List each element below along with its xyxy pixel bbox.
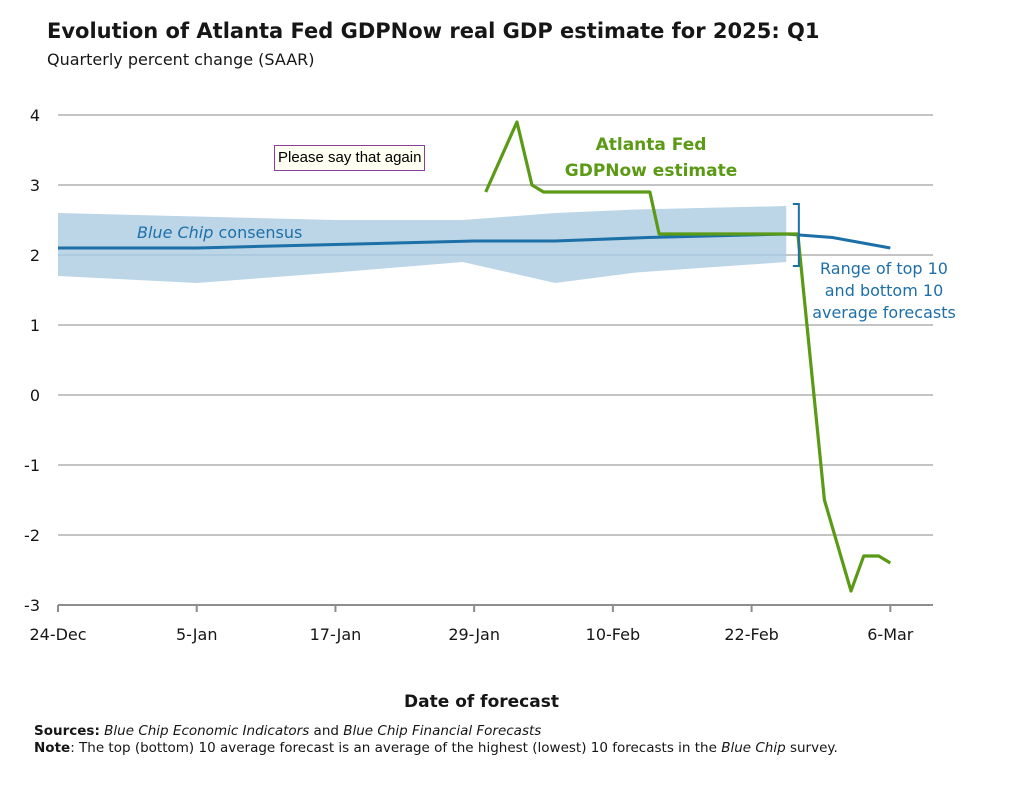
note-text-1: : The top (bottom) 10 average forecast i… (70, 740, 722, 756)
sources-source2: Blue Chip Financial Forecasts (343, 723, 542, 739)
range-band-layer (58, 206, 787, 283)
y-tick-label: -1 (24, 456, 40, 475)
gdpnow-label-line: GDPNow estimate (565, 161, 738, 181)
x-tick-label: 24-Dec (29, 625, 86, 644)
x-tick-label: 10-Feb (586, 625, 640, 644)
range-bracket (792, 203, 800, 267)
y-tick-label: -2 (24, 526, 40, 545)
note-text-2: survey. (785, 740, 838, 756)
y-tick-label: 2 (30, 246, 40, 265)
y-tick-label: 0 (30, 386, 40, 405)
x-tick-label: 22-Feb (724, 625, 778, 644)
y-tick-label: 1 (30, 316, 40, 335)
note-label: Note (34, 740, 71, 756)
y-tick-label: 3 (30, 176, 40, 195)
x-tick-label: 6-Mar (867, 625, 914, 644)
consensus-line (58, 232, 891, 250)
y-tick-label: -3 (24, 596, 40, 615)
gdpnow-line (484, 120, 892, 593)
note-italic: Blue Chip (721, 740, 786, 756)
consensus-label: Blue Chip consensus (137, 223, 302, 242)
sources-line: Sources: Blue Chip Economic Indicators a… (34, 723, 874, 740)
chart-title: Evolution of Atlanta Fed GDPNow real GDP… (47, 19, 820, 43)
x-axis-title: Date of forecast (404, 692, 559, 712)
annotation-layer: Atlanta Fed GDPNow estimate Blue Chip cons… (137, 135, 956, 322)
range-label-line: average forecasts (812, 303, 956, 322)
gdpnow-label-line: Atlanta Fed (596, 135, 707, 155)
consensus-label-italic: Blue Chip (137, 223, 213, 242)
chart-subtitle: Quarterly percent change (SAAR) (47, 50, 315, 69)
note-line: Note: The top (bottom) 10 average foreca… (34, 740, 874, 757)
x-tick-label: 29-Jan (448, 625, 500, 644)
x-tick-label: 17-Jan (310, 625, 362, 644)
grid-layer (58, 114, 933, 536)
sources-source1: Blue Chip Economic Indicators (104, 723, 310, 739)
chart-notes: Sources: Blue Chip Economic Indicators a… (34, 723, 874, 757)
range-label-line: Range of top 10 (820, 259, 948, 278)
y-tick-label: 4 (30, 106, 40, 125)
axis-layer: 4 3 2 1 0 -1 -2 -3 24-Dec 5-Jan 17-Jan 29-Jan 10-Feb… (24, 106, 933, 644)
tooltip-popup: Please say that again (274, 145, 426, 171)
line-layer (58, 120, 892, 593)
sources-and: and (309, 723, 344, 739)
gdp-chart: 4 3 2 1 0 -1 -2 -3 24-Dec 5-Jan 17-Jan 29-Jan 10-Feb… (24, 106, 956, 644)
sources-label: Sources: (34, 723, 100, 739)
range-label-line: and bottom 10 (825, 281, 944, 300)
consensus-label-rest: consensus (213, 223, 302, 242)
range-band (58, 206, 787, 283)
x-tick-label: 5-Jan (176, 625, 218, 644)
